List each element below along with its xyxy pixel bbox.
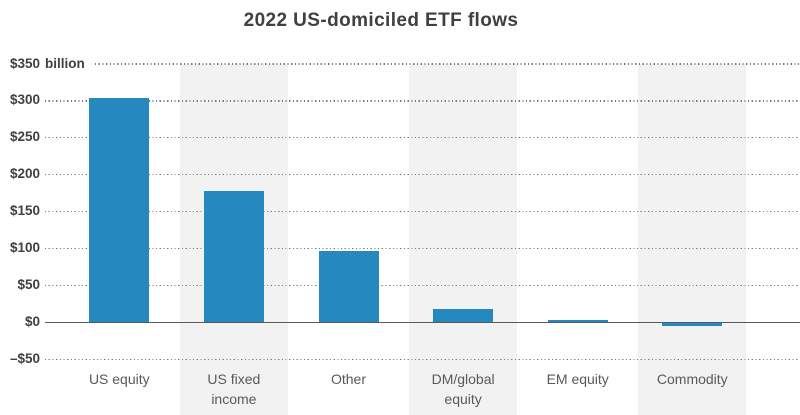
y-tick-label-300: $300 bbox=[0, 92, 200, 107]
y-tick-label-0: $0 bbox=[0, 314, 200, 329]
category-band-dm-global-equity bbox=[409, 64, 518, 415]
bar-commodity bbox=[662, 322, 723, 327]
category-band-commodity bbox=[638, 64, 747, 415]
y-tick-label-250: $250 bbox=[0, 129, 200, 144]
y-tick-label-50: $50 bbox=[0, 277, 200, 292]
gridline-300 bbox=[45, 100, 800, 102]
x-axis-label-em-equity: EM equity bbox=[546, 371, 609, 387]
y-tick-label-100: $100 bbox=[0, 240, 200, 255]
y-tick-value: $100 bbox=[9, 240, 40, 256]
bar-other bbox=[318, 250, 379, 323]
bar-dm-global-equity bbox=[433, 309, 494, 323]
bar-us-equity bbox=[89, 97, 150, 323]
y-tick-value: –$50 bbox=[9, 350, 40, 366]
gridline-50 bbox=[45, 284, 800, 287]
y-tick-label-350: $350 billion bbox=[0, 56, 200, 71]
gridline-200 bbox=[45, 174, 800, 176]
y-tick-value: $250 bbox=[9, 129, 40, 145]
y-tick-label-200: $200 bbox=[0, 166, 200, 181]
bar-em-equity bbox=[547, 319, 608, 323]
gridline--50 bbox=[45, 358, 800, 361]
chart-title: 2022 US-domiciled ETF flows bbox=[243, 10, 519, 31]
y-tick-value: $0 bbox=[24, 314, 40, 329]
gridline-250 bbox=[45, 137, 800, 139]
y-axis-unit-label: billion bbox=[45, 55, 85, 71]
y-tick-value: $350 bbox=[9, 55, 40, 71]
x-axis-label-other: Other bbox=[330, 371, 366, 387]
x-axis-label-dm-global-equity: DM/global equity bbox=[431, 371, 495, 407]
gridline-100 bbox=[45, 248, 800, 250]
y-tick-value: $50 bbox=[17, 277, 40, 293]
y-tick-value: $300 bbox=[9, 92, 40, 108]
x-axis-label-us-equity: US equity bbox=[88, 371, 150, 387]
gridline-350 bbox=[95, 63, 800, 65]
zero-axis-line bbox=[45, 321, 800, 324]
y-tick-label--50: –$50 bbox=[0, 351, 200, 366]
x-axis-label-us-fixed-income: US fixed income bbox=[207, 371, 261, 407]
x-axis-label-commodity: Commodity bbox=[656, 371, 728, 387]
y-tick-value: $150 bbox=[9, 203, 40, 219]
y-tick-value: $200 bbox=[9, 166, 40, 182]
gridline-150 bbox=[45, 211, 800, 213]
bar-us-fixed-income bbox=[203, 191, 264, 323]
y-tick-label-150: $150 bbox=[0, 203, 200, 218]
